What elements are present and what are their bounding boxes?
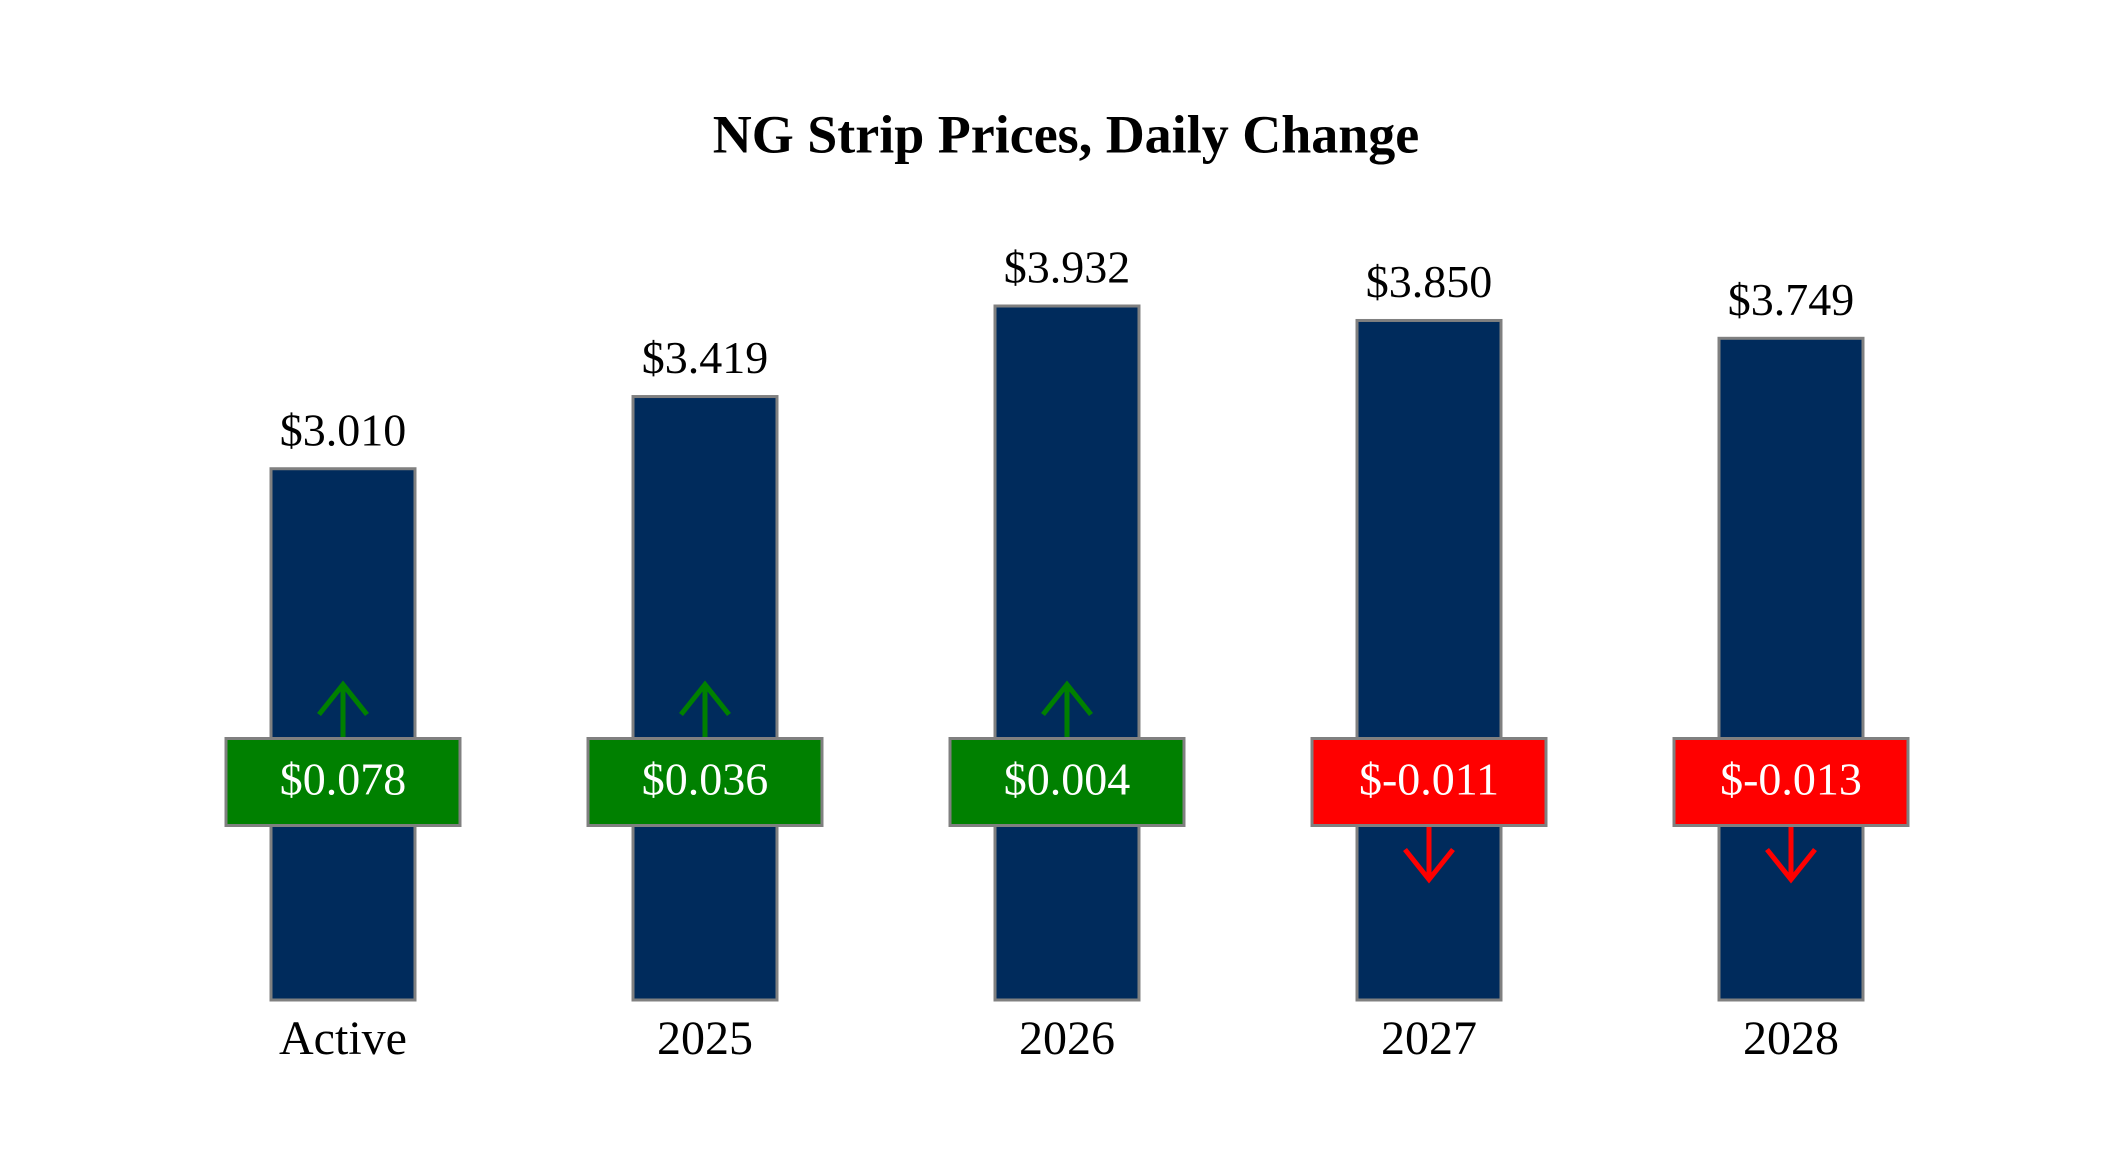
value-label: $3.850 xyxy=(1366,256,1493,307)
change-arrow xyxy=(1041,680,1093,739)
change-label: $0.036 xyxy=(642,754,769,805)
change-arrow xyxy=(679,680,731,739)
change-label: $0.078 xyxy=(280,754,407,805)
chart-title: NG Strip Prices, Daily Change xyxy=(713,104,1419,164)
bar xyxy=(1717,336,1865,1002)
x-tick-label: 2027 xyxy=(1381,1012,1477,1065)
change-arrow xyxy=(317,680,369,739)
change-label: $-0.011 xyxy=(1359,754,1499,805)
x-tick-label: 2028 xyxy=(1743,1012,1839,1065)
x-tick-label: 2025 xyxy=(657,1012,753,1065)
x-tick-label: Active xyxy=(279,1012,407,1065)
bar xyxy=(1355,318,1503,1002)
value-label: $3.932 xyxy=(1004,242,1131,293)
value-label: $3.419 xyxy=(642,332,769,383)
change-arrow xyxy=(1765,825,1817,884)
change-arrow xyxy=(1403,825,1455,884)
change-box xyxy=(224,737,462,827)
change-label: $-0.013 xyxy=(1720,754,1862,805)
change-box xyxy=(586,737,824,827)
change-box xyxy=(1310,737,1548,827)
value-label: $3.010 xyxy=(280,404,407,455)
value-label: $3.749 xyxy=(1728,274,1855,325)
change-box xyxy=(948,737,1186,827)
change-box xyxy=(1672,737,1910,827)
bar xyxy=(993,304,1141,1002)
x-tick-label: 2026 xyxy=(1019,1012,1115,1065)
change-label: $0.004 xyxy=(1004,754,1131,805)
